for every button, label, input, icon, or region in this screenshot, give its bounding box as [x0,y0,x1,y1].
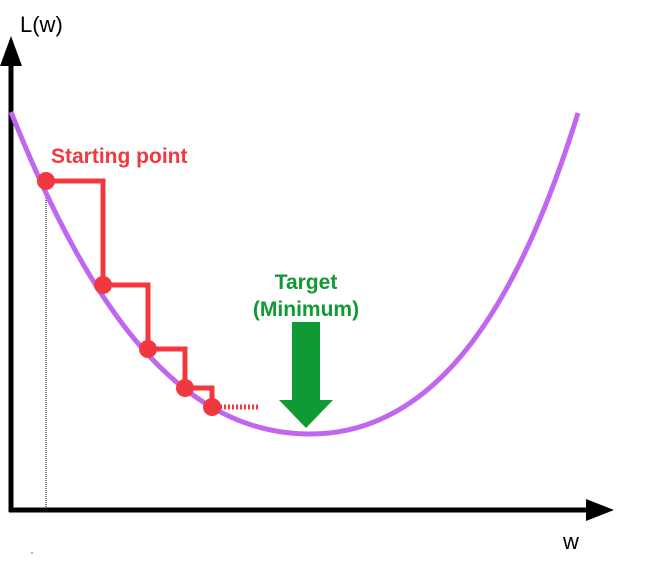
small-dot [31,552,33,554]
loss-curve [8,111,581,437]
target-label-line1: Target [275,271,338,294]
y-axis-label: L(w) [20,12,63,37]
target-label-line2: (Minimum) [253,298,359,321]
up-arrow-icon [0,36,22,66]
step-point-3 [139,340,157,358]
x-axis-label: w [562,529,579,554]
down-arrow-icon [279,322,333,428]
descent-steps [46,178,215,407]
step-point-1 [37,172,55,190]
step-point-2 [94,276,112,294]
right-arrow-icon [586,499,614,521]
step-point-4 [176,379,194,397]
step-point-5 [203,398,221,416]
start-label: Starting point [51,145,187,168]
